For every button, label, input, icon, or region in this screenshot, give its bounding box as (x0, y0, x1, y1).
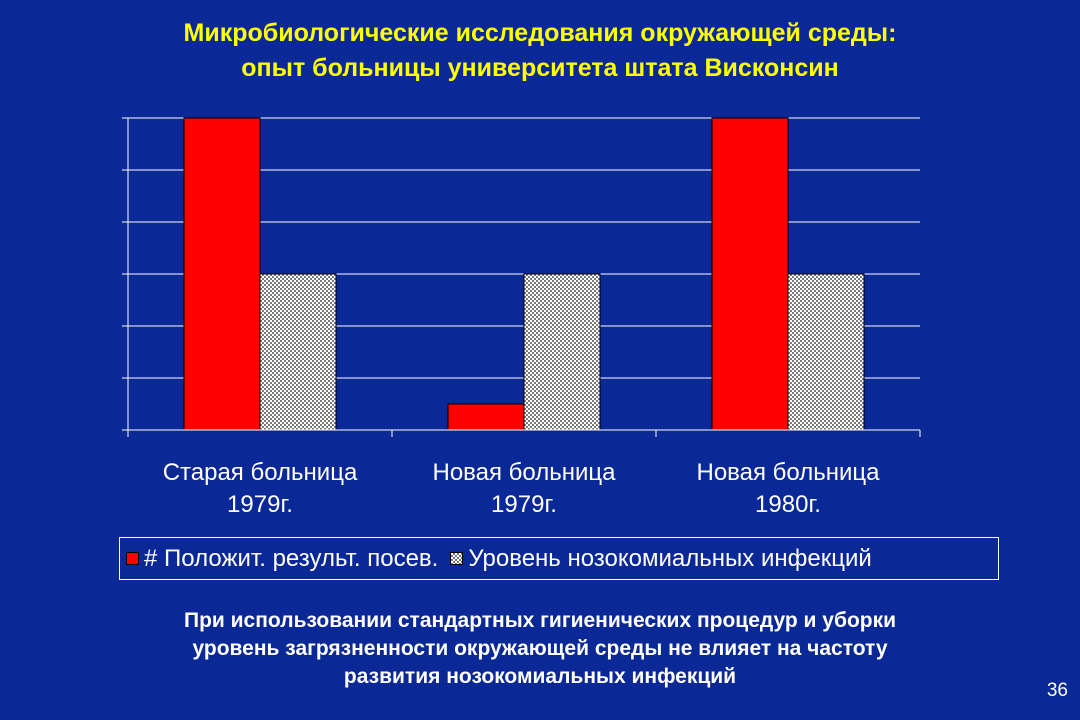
legend-swatch-nosocomial-infections (450, 552, 464, 565)
legend-item-nosocomial-infections: Уровень нозокомиальных инфекций (450, 544, 872, 573)
x-tick-label-3: Новая больница 1980г. (697, 459, 881, 518)
slide-title: Микробиологические исследования окружающ… (0, 16, 1080, 86)
bar-nosocomial-infections-3 (787, 273, 865, 431)
legend-label-positive-cultures: # Положит. результ. посев. (144, 544, 439, 572)
legend-label-nosocomial-infections: Уровень нозокомиальных инфекций (468, 544, 872, 572)
slide-title-line-1: Микробиологические исследования окружающ… (183, 19, 897, 47)
slide-title-line-2: опыт больницы университета штата Висконс… (241, 54, 839, 82)
chart-legend: # Положит. результ. посев. Уровень нозок… (119, 537, 999, 580)
conclusion-line-1: При использовании стандартных гигиеничес… (183, 609, 897, 632)
bar-nosocomial-infections-1 (259, 273, 337, 431)
bar-positive-cultures-3 (711, 117, 789, 431)
page-number: 36 (1046, 680, 1068, 701)
legend-swatch-positive-cultures (126, 552, 139, 565)
bar-positive-cultures-2 (447, 403, 525, 431)
bar-positive-cultures-1 (183, 117, 261, 431)
legend-item-positive-cultures: # Положит. результ. посев. (126, 545, 438, 573)
conclusion-line-2: уровень загрязненности окружающей среды … (192, 637, 888, 660)
x-tick-label-1: Старая больница 1979г. (163, 459, 358, 518)
conclusion-line-3: развития нозокомиальных инфекций (343, 665, 737, 688)
x-tick-label-2: Новая больница 1979г. (433, 459, 617, 518)
slide-conclusion: При использовании стандартных гигиеничес… (60, 607, 1020, 691)
bar-nosocomial-infections-2 (523, 273, 601, 431)
